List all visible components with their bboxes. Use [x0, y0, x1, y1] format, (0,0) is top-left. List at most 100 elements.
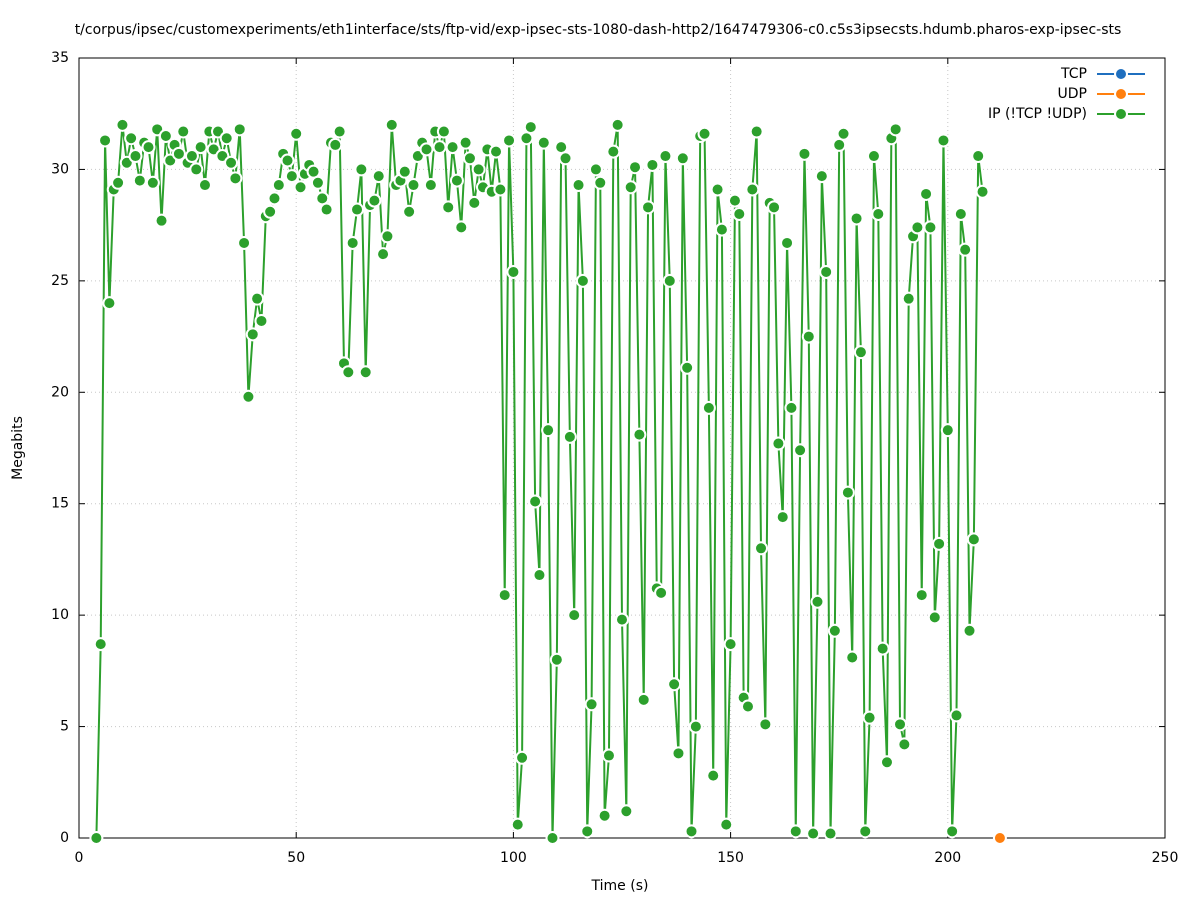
data-point — [732, 207, 747, 221]
data-point — [875, 641, 890, 656]
data-point — [945, 824, 960, 839]
legend-marker — [1114, 107, 1128, 121]
legend-label: TCP — [1060, 66, 1087, 82]
data-point — [806, 826, 821, 841]
x-tick-label: 50 — [287, 850, 305, 866]
data-point — [102, 296, 117, 311]
legend-label: IP (!TCP !UDP) — [988, 106, 1087, 122]
data-point — [567, 608, 582, 623]
data-point — [879, 755, 894, 770]
y-tick-label: 15 — [51, 496, 69, 512]
data-point — [593, 175, 608, 190]
data-point — [749, 124, 764, 139]
data-point — [910, 220, 925, 235]
data-point — [658, 149, 673, 164]
data-point — [549, 652, 564, 667]
data-point — [571, 178, 586, 193]
x-tick-label: 100 — [500, 850, 527, 866]
data-point — [871, 207, 886, 221]
data-point — [893, 717, 908, 732]
data-point — [992, 831, 1007, 845]
data-point — [619, 804, 634, 819]
data-point — [719, 817, 734, 832]
data-point — [193, 140, 208, 155]
data-point — [936, 133, 951, 148]
data-point — [250, 291, 265, 306]
data-point — [606, 144, 621, 159]
data-point — [241, 389, 256, 404]
data-point — [419, 142, 434, 157]
data-point — [254, 313, 269, 328]
data-point — [328, 137, 343, 152]
plot-frame — [78, 57, 1166, 839]
data-point — [814, 169, 829, 184]
data-point — [836, 126, 851, 141]
data-point — [219, 131, 234, 146]
data-point — [971, 149, 986, 164]
data-point — [358, 365, 373, 380]
data-point — [245, 327, 260, 342]
data-point — [897, 737, 912, 752]
data-point — [849, 211, 864, 226]
chart-title: t/corpus/ipsec/customexperiments/eth1int… — [75, 22, 1122, 38]
data-point — [289, 126, 304, 141]
data-point — [723, 637, 738, 652]
data-point — [128, 149, 143, 164]
data-point — [293, 180, 308, 195]
data-point — [975, 184, 990, 199]
data-point — [819, 264, 834, 279]
data-point — [558, 151, 573, 166]
data-point — [740, 699, 755, 714]
x-axis-label: Time (s) — [591, 878, 649, 894]
data-point — [966, 532, 981, 547]
data-point — [662, 273, 677, 288]
data-point — [158, 129, 173, 143]
y-tick-label: 0 — [60, 830, 69, 846]
data-point — [441, 200, 456, 215]
data-point — [793, 443, 808, 458]
data-point — [610, 117, 625, 132]
data-point — [445, 140, 460, 155]
y-tick-label: 10 — [51, 607, 69, 623]
data-point — [224, 155, 239, 170]
data-point — [332, 124, 347, 139]
data-point — [745, 182, 760, 197]
data-point — [115, 117, 130, 132]
data-point — [701, 400, 716, 415]
data-point — [380, 229, 395, 244]
data-point — [927, 610, 942, 625]
data-point — [515, 750, 530, 765]
data-point — [141, 140, 156, 155]
legend-label: UDP — [1058, 86, 1087, 102]
data-point — [754, 541, 769, 556]
data-point — [615, 612, 629, 627]
data-point — [384, 117, 399, 132]
data-point — [588, 162, 603, 177]
data-point — [710, 182, 725, 197]
y-tick-label: 5 — [60, 719, 69, 735]
x-tick-label: 0 — [75, 850, 84, 866]
data-point — [145, 175, 160, 190]
data-point — [636, 692, 651, 707]
data-point — [771, 436, 786, 451]
data-point — [402, 204, 417, 219]
data-point — [376, 247, 391, 262]
data-point — [171, 146, 186, 161]
data-point — [506, 264, 521, 279]
data-point — [532, 568, 547, 583]
data-point — [98, 133, 113, 148]
data-point — [780, 235, 795, 250]
x-tick-label: 250 — [1152, 850, 1179, 866]
data-point — [367, 193, 382, 208]
y-tick-label: 30 — [51, 161, 69, 177]
data-point — [680, 360, 695, 375]
data-point — [810, 594, 825, 609]
data-point — [667, 677, 682, 692]
data-point — [184, 149, 199, 164]
data-point — [823, 826, 838, 841]
data-point — [801, 329, 816, 344]
data-point — [788, 824, 803, 839]
data-point — [645, 157, 660, 172]
data-point — [280, 153, 295, 168]
data-point — [866, 149, 881, 164]
